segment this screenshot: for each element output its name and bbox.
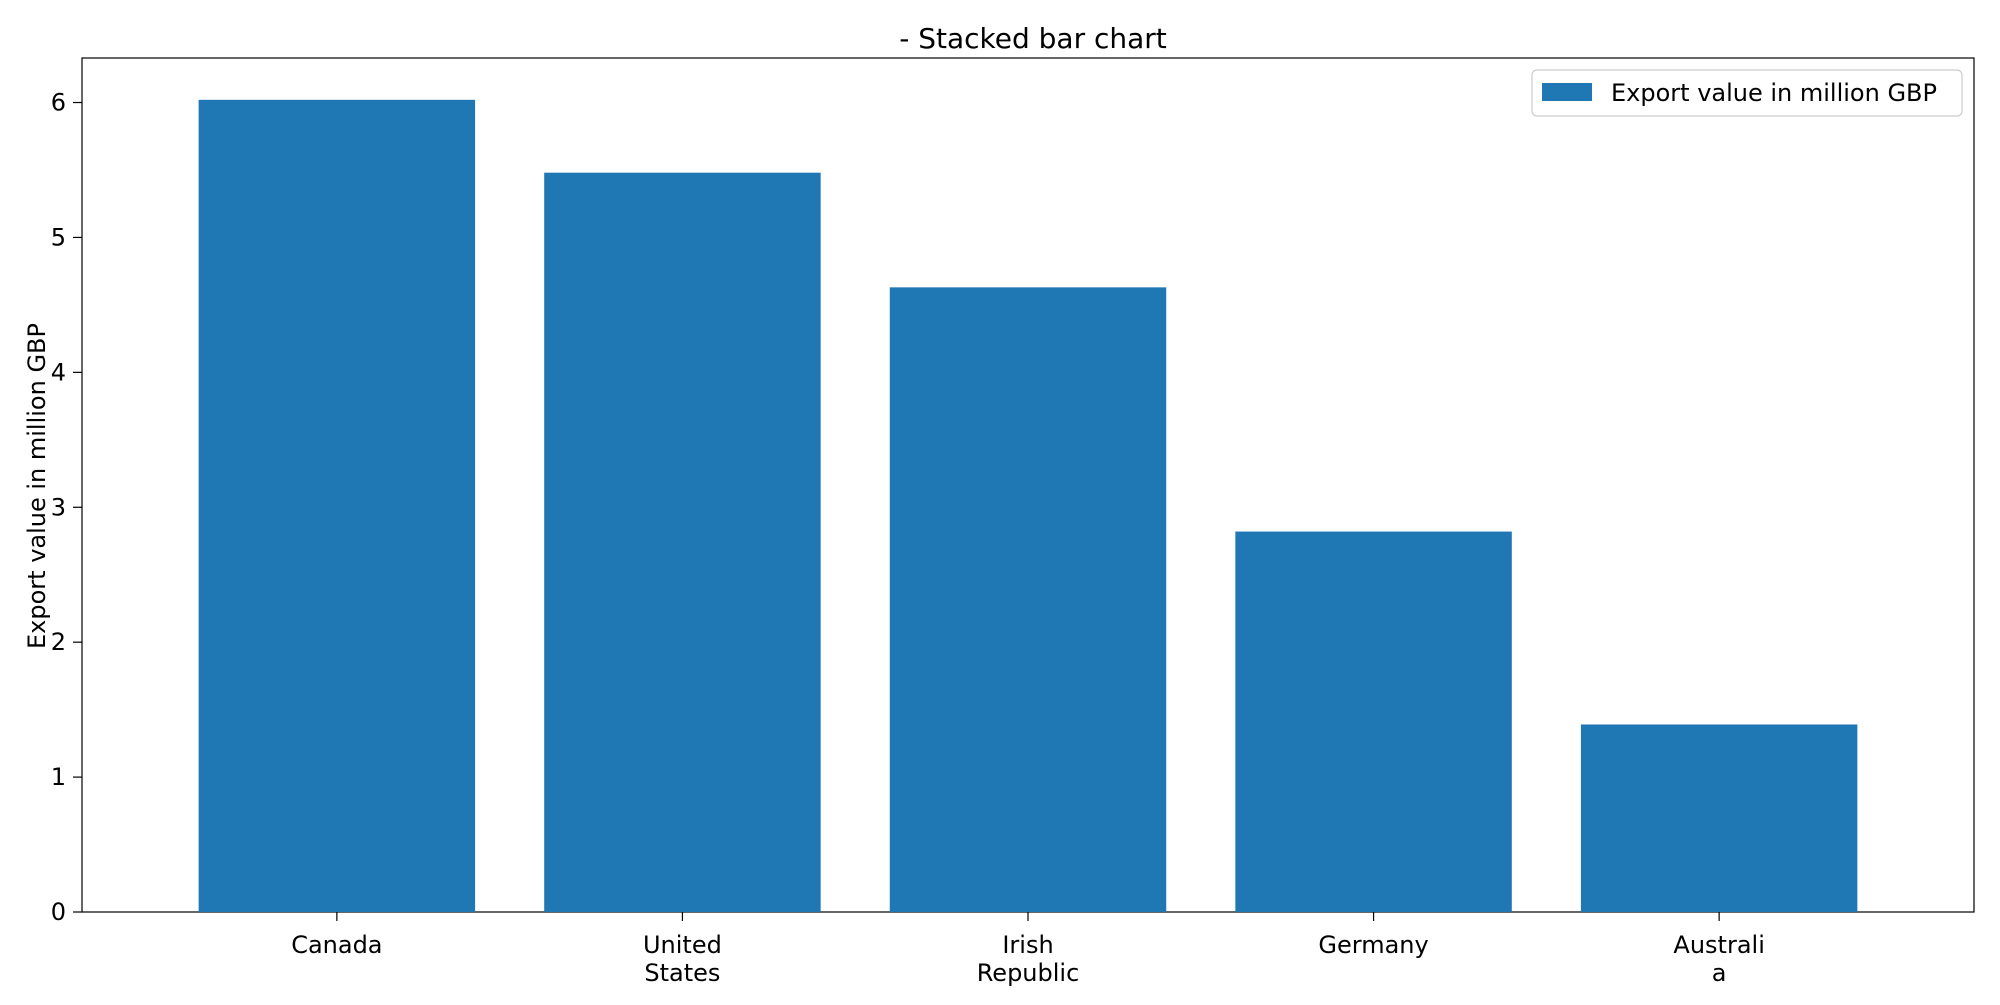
x-tick-label: Canada: [291, 931, 382, 959]
bar: [1235, 531, 1512, 912]
x-tick-label-line: Irish: [1002, 931, 1053, 959]
y-tick-label: 2: [51, 628, 66, 656]
y-tick-label: 0: [51, 898, 66, 926]
x-tick-label-line: Republic: [977, 959, 1080, 987]
legend-box: [1531, 69, 1963, 117]
x-tick-label-line: States: [644, 959, 720, 987]
y-tick-label: 6: [51, 89, 66, 117]
y-tick-label: 4: [51, 358, 66, 386]
y-tick-label: 3: [51, 493, 66, 521]
x-tick-label-line: United: [643, 931, 722, 959]
legend: Export value in million GBP: [1531, 69, 1963, 117]
x-tick-label: Australi a: [1673, 931, 1764, 987]
x-tick-label-line: a: [1712, 959, 1727, 987]
y-axis: 0 1 2 3 4 5 6: [51, 89, 82, 926]
x-tick-label-line: Canada: [291, 931, 382, 959]
x-tick-label: United States: [643, 931, 722, 987]
bar: [889, 287, 1167, 913]
legend-label: Export value in million GBP: [1611, 79, 1937, 107]
bar: [544, 172, 821, 912]
y-tick-label: 1: [51, 763, 66, 791]
chart-title: - Stacked bar chart: [899, 22, 1167, 55]
bar: [1580, 724, 1858, 912]
x-tick-label-line: Germany: [1318, 931, 1428, 959]
bar: [198, 99, 476, 912]
bars-layer: [198, 99, 1858, 913]
x-tick-label-line: Australi: [1673, 931, 1764, 959]
y-axis-label: Export value in million GBP: [23, 323, 51, 649]
y-tick-label: 5: [51, 223, 66, 251]
x-axis: Canada United States Irish Republic Germany Au…: [291, 912, 1765, 987]
x-tick-label: Germany: [1318, 931, 1428, 959]
x-tick-label: Irish Republic: [977, 931, 1080, 987]
legend-swatch: [1542, 83, 1592, 101]
